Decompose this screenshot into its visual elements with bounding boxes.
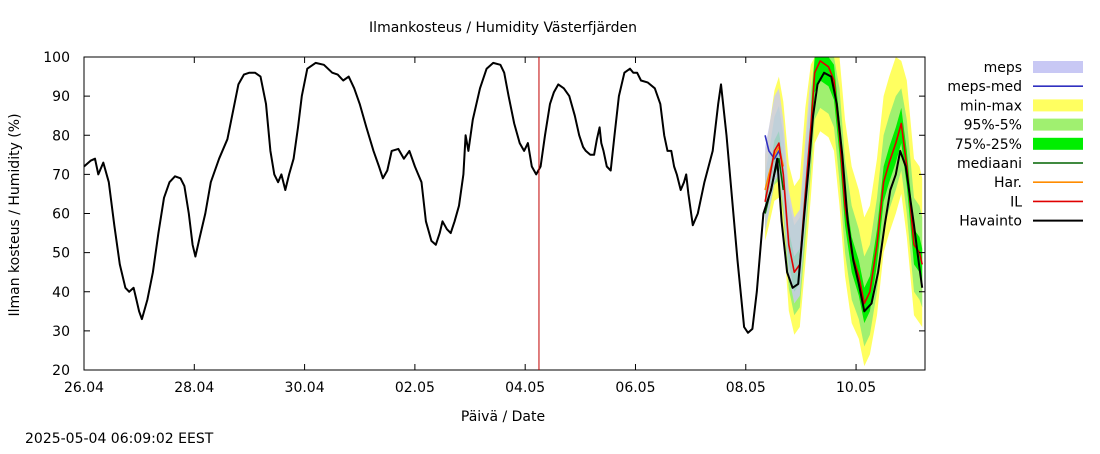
x-tick-label: 30.04	[285, 380, 325, 396]
legend: meps meps-med min-max 95%-5% 75%-25% mediaani…	[947, 60, 1083, 230]
chart-title: Ilmankosteus / Humidity Västerfjärden	[369, 20, 637, 36]
legend-label: 95%-5%	[964, 118, 1022, 134]
forecast-bands	[765, 57, 923, 367]
y-tick-label: 50	[52, 246, 70, 262]
y-axis: 20 30 40 50 60 70 80 90 100	[43, 50, 925, 379]
y-tick-label: 70	[52, 167, 70, 183]
series-lines	[83, 60, 924, 334]
y-tick-label: 60	[52, 207, 70, 223]
x-tick-label: 04.05	[505, 380, 545, 396]
legend-label: IL	[1010, 194, 1022, 210]
y-tick-label: 20	[52, 363, 70, 379]
legend-swatch	[1033, 118, 1083, 131]
series-line-havainto	[83, 61, 924, 334]
x-tick-label: 26.04	[64, 380, 104, 396]
legend-label: meps	[984, 60, 1022, 76]
legend-label: 75%-25%	[955, 137, 1022, 153]
x-axis-label: Päivä / Date	[461, 409, 545, 425]
y-tick-label: 90	[52, 89, 70, 105]
legend-label: Har.	[994, 175, 1022, 191]
legend-swatch	[1033, 99, 1083, 112]
y-tick-label: 30	[52, 324, 70, 340]
x-tick-label: 10.05	[836, 380, 876, 396]
legend-label: Havainto	[959, 214, 1022, 230]
legend-swatch	[1033, 61, 1083, 73]
band-meps	[765, 72, 811, 304]
legend-label: mediaani	[957, 156, 1022, 172]
x-axis: 26.04 28.04 30.04 02.05 04.05 06.05 08.05 10.05	[64, 57, 876, 396]
legend-label: min-max	[960, 98, 1022, 114]
x-tick-label: 06.05	[615, 380, 655, 396]
legend-swatch	[1033, 137, 1083, 150]
x-tick-label: 02.05	[395, 380, 435, 396]
y-tick-label: 80	[52, 128, 70, 144]
x-tick-label: 28.04	[174, 380, 214, 396]
legend-label: meps-med	[947, 79, 1022, 95]
y-tick-label: 100	[43, 50, 70, 66]
timestamp: 2025-05-04 06:09:02 EEST	[25, 431, 214, 447]
x-tick-label: 08.05	[726, 380, 766, 396]
y-tick-label: 40	[52, 285, 70, 301]
y-axis-label: Ilman kosteus / Humidity (%)	[7, 113, 23, 316]
